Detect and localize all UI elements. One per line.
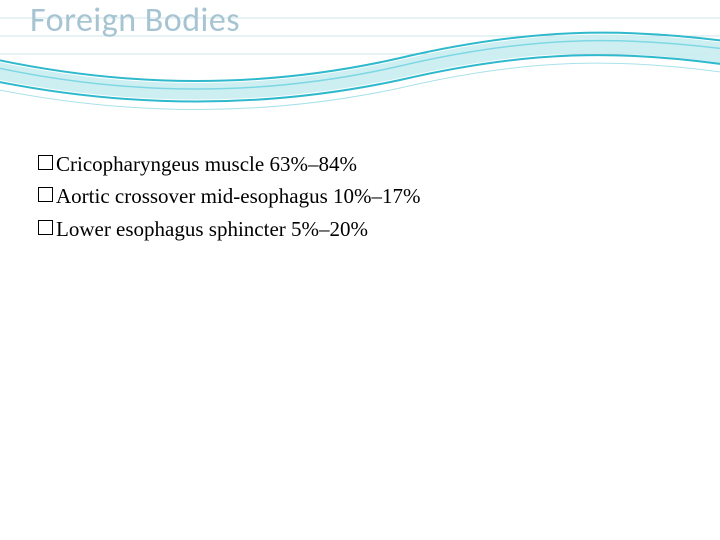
- bullet-item: Cricopharyngeus muscle 63%–84%: [38, 150, 682, 178]
- square-bullet-icon: [38, 220, 53, 235]
- bullet-text: Lower esophagus sphincter 5%–20%: [56, 215, 368, 243]
- bullet-item: Lower esophagus sphincter 5%–20%: [38, 215, 682, 243]
- bullet-text: Cricopharyngeus muscle 63%–84%: [56, 150, 357, 178]
- bullet-text: Aortic crossover mid-esophagus 10%–17%: [56, 182, 421, 210]
- square-bullet-icon: [38, 155, 53, 170]
- slide-body: Cricopharyngeus muscle 63%–84% Aortic cr…: [38, 150, 682, 247]
- slide-title: Foreign Bodies: [30, 0, 240, 41]
- square-bullet-icon: [38, 187, 53, 202]
- bullet-item: Aortic crossover mid-esophagus 10%–17%: [38, 182, 682, 210]
